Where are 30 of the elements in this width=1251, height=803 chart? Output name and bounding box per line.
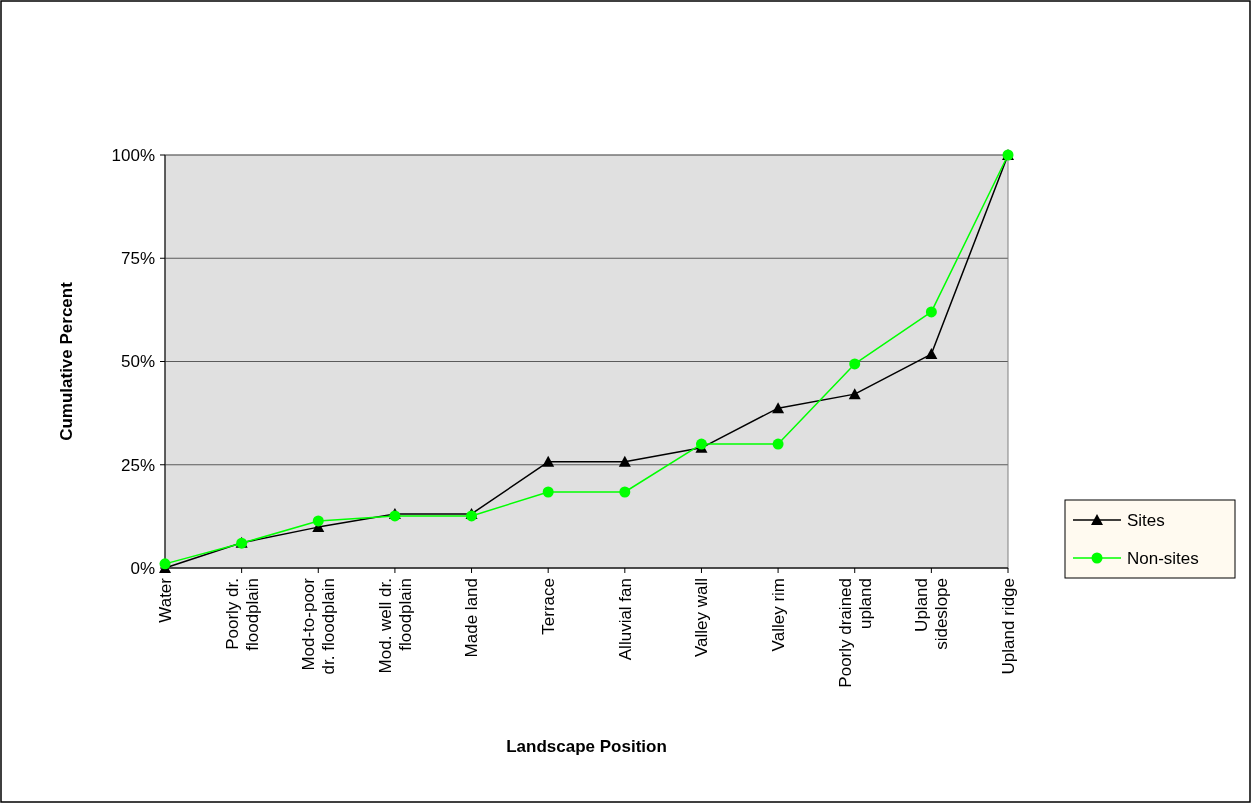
point [542,455,555,467]
point [542,486,554,498]
y-tick-label: 50% [120,352,155,372]
point [848,388,861,400]
point [849,358,861,370]
point [619,486,631,498]
y-tick-label: 75% [120,249,155,269]
x-tick-label: Poorly dr. floodplain [222,578,262,651]
point [925,306,937,318]
x-tick-label: Valley rim [769,578,789,652]
x-tick-label: Alluvial fan [615,578,635,661]
y-tick-label: 100% [111,145,155,165]
x-tick-label: Poorly drained upland [835,578,875,688]
point [772,438,784,450]
x-tick-label: Upland ridge [998,578,1018,675]
y-tick-label: 25% [120,455,155,475]
point [312,515,324,527]
x-tick-label: Terrace [539,578,559,635]
x-axis-title: Landscape Position [506,737,667,756]
point [925,348,938,360]
legend-label: Sites [1127,510,1165,530]
x-tick-label: Valley wall [692,578,712,658]
x-tick-label: Made land [462,578,482,658]
legend-label: Non-sites [1127,548,1199,568]
x-tick-label: Water [155,577,175,623]
point [159,558,171,570]
point [618,455,631,467]
y-tick-label: 0% [130,558,155,578]
y-axis-title: Cumulative Percent [57,281,76,441]
point [772,402,785,414]
